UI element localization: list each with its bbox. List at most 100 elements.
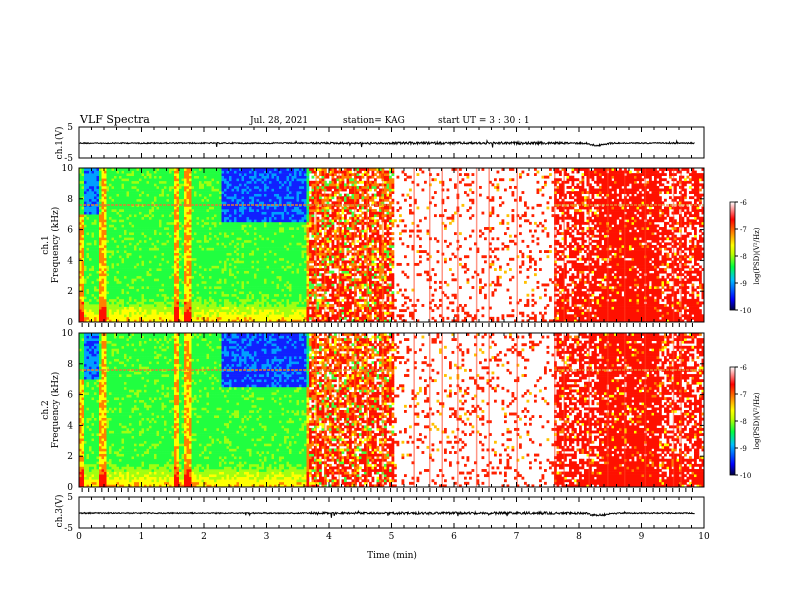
ch1-spec-cell: [184, 245, 187, 248]
ch1-spec-cell: [244, 234, 247, 238]
ch1-spec-cell: [181, 283, 185, 287]
ch1-spec-cell: [236, 227, 240, 230]
ch1-spec-cell: [191, 188, 195, 192]
ch1-spec-cell: [224, 237, 227, 241]
ch1-spec-cell: [96, 224, 100, 228]
ch1-spec-cell: [259, 201, 262, 205]
ch1-spec-cell: [164, 257, 167, 261]
ch1-spec-cell: [214, 257, 217, 261]
ch1-spec-cell: [201, 191, 205, 194]
ch1-spec-cell: [261, 306, 265, 310]
ch1-spec-cell: [276, 214, 280, 218]
ch1-spec-cell: [126, 293, 130, 297]
ch1-spec-cell: [234, 214, 237, 218]
ch1-spec-cell: [254, 283, 257, 287]
ch1-spec-cell: [196, 288, 200, 292]
ch1-spec-cell: [201, 252, 205, 256]
ch1-spec-cell: [204, 209, 207, 212]
ch1-spec-cell: [179, 214, 182, 218]
ch1-spec-cell: [86, 288, 90, 292]
ch1-spec-cell: [234, 270, 237, 274]
ch1-spec-cell: [181, 265, 185, 269]
ch1-spec-cell: [181, 316, 185, 320]
ch1-spec-cell: [86, 273, 90, 277]
ch1-spec-cell: [126, 306, 130, 310]
ch1-spec-cell: [216, 168, 220, 171]
ch1-spec-cell: [186, 301, 190, 305]
ch1-spec-cell: [189, 298, 192, 302]
ch1-spec-cell: [156, 242, 160, 246]
ch1-spec-cell: [249, 298, 252, 302]
ch1-spec-cell: [244, 211, 247, 215]
ch1-spec-cell: [179, 291, 182, 295]
ch1-spec-cell: [206, 216, 210, 220]
ch1-spec-cell: [196, 170, 200, 174]
ch1-spec-cell: [201, 286, 205, 289]
ch1-spec-cell: [251, 185, 255, 189]
ch1-spec-cell: [136, 209, 140, 212]
ch1-spec-cell: [99, 196, 102, 200]
ch1-spec-cell: [236, 234, 240, 238]
ch1-spec-cell: [176, 311, 180, 315]
ch1-spec-cell: [194, 239, 197, 243]
ch1-spec-cell: [126, 188, 130, 192]
ch1-spec-cell: [266, 209, 270, 212]
ch1-spec-cell: [229, 173, 232, 176]
ch1-spec-cell: [281, 286, 285, 289]
ch1-spec-cell: [196, 314, 200, 318]
ch1-spec-cell: [214, 193, 217, 197]
ch1-spec-cell: [239, 227, 242, 230]
ch1-spec-cell: [134, 255, 137, 259]
ch1-spec-cell: [191, 242, 195, 246]
ch1-spec-cell: [136, 170, 140, 174]
ch1-spec-cell: [81, 178, 85, 182]
ch1-spec-cell: [164, 229, 167, 233]
ch1-spec-cell: [134, 193, 137, 197]
ch1-spec-cell: [141, 227, 145, 230]
ch1-spec-cell: [264, 265, 267, 269]
ch1-spec-cell: [154, 286, 157, 289]
ch1-spec-cell: [99, 275, 102, 279]
ch1-spec-cell: [261, 206, 265, 210]
ch1-spec-cell: [249, 206, 252, 210]
ch1-spec-cell: [181, 191, 185, 194]
ch1-spec-cell: [99, 193, 102, 197]
ch1-spec-cell: [184, 296, 187, 300]
ch1-spec-cell: [276, 229, 280, 233]
ch1-spec-cell: [196, 301, 200, 305]
ch1-spec-cell: [219, 252, 222, 256]
ch1-spec-cell: [169, 203, 172, 207]
ch1-spec-cell: [231, 296, 235, 300]
ch1-spec-cell: [234, 268, 237, 271]
ch1-spec-cell: [184, 306, 187, 310]
ch1-spec-cell: [154, 262, 157, 266]
ch1-spec-cell: [171, 260, 175, 264]
ch1-spec-cell: [139, 309, 142, 313]
ch1-spec-cell: [251, 214, 255, 218]
ch1-spec-cell: [159, 268, 162, 271]
ch1-spec-cell: [101, 286, 105, 289]
ch1-spec-cell: [164, 255, 167, 259]
ch1-spec-cell: [169, 275, 172, 279]
ch1-spec-cell: [216, 245, 220, 248]
ch1-spec-cell: [144, 193, 147, 197]
ch1-spec-cell: [81, 262, 85, 266]
ch1-spec-cell: [114, 275, 117, 279]
ch1-spec-cell: [156, 257, 160, 261]
ch1-spec-cell: [104, 237, 107, 241]
ch1-spec-cell: [196, 196, 200, 200]
ch1-spec-cell: [159, 214, 162, 218]
ch1-spec-cell: [189, 306, 192, 310]
ch1-spec-cell: [246, 239, 250, 243]
ch1-spec-cell: [256, 232, 260, 236]
ch1-spec-cell: [149, 183, 152, 187]
ch1-spec-cell: [126, 209, 130, 212]
ch1-spec-cell: [229, 273, 232, 277]
ch1-spec-cell: [126, 193, 130, 197]
ch1-spec-cell: [134, 293, 137, 297]
ch1-spec-cell: [144, 250, 147, 253]
ch1-spec-cell: [144, 286, 147, 289]
ch1-spec-cell: [196, 275, 200, 279]
ch1-spec-cell: [251, 168, 255, 171]
ch1-spec-cell: [229, 201, 232, 205]
